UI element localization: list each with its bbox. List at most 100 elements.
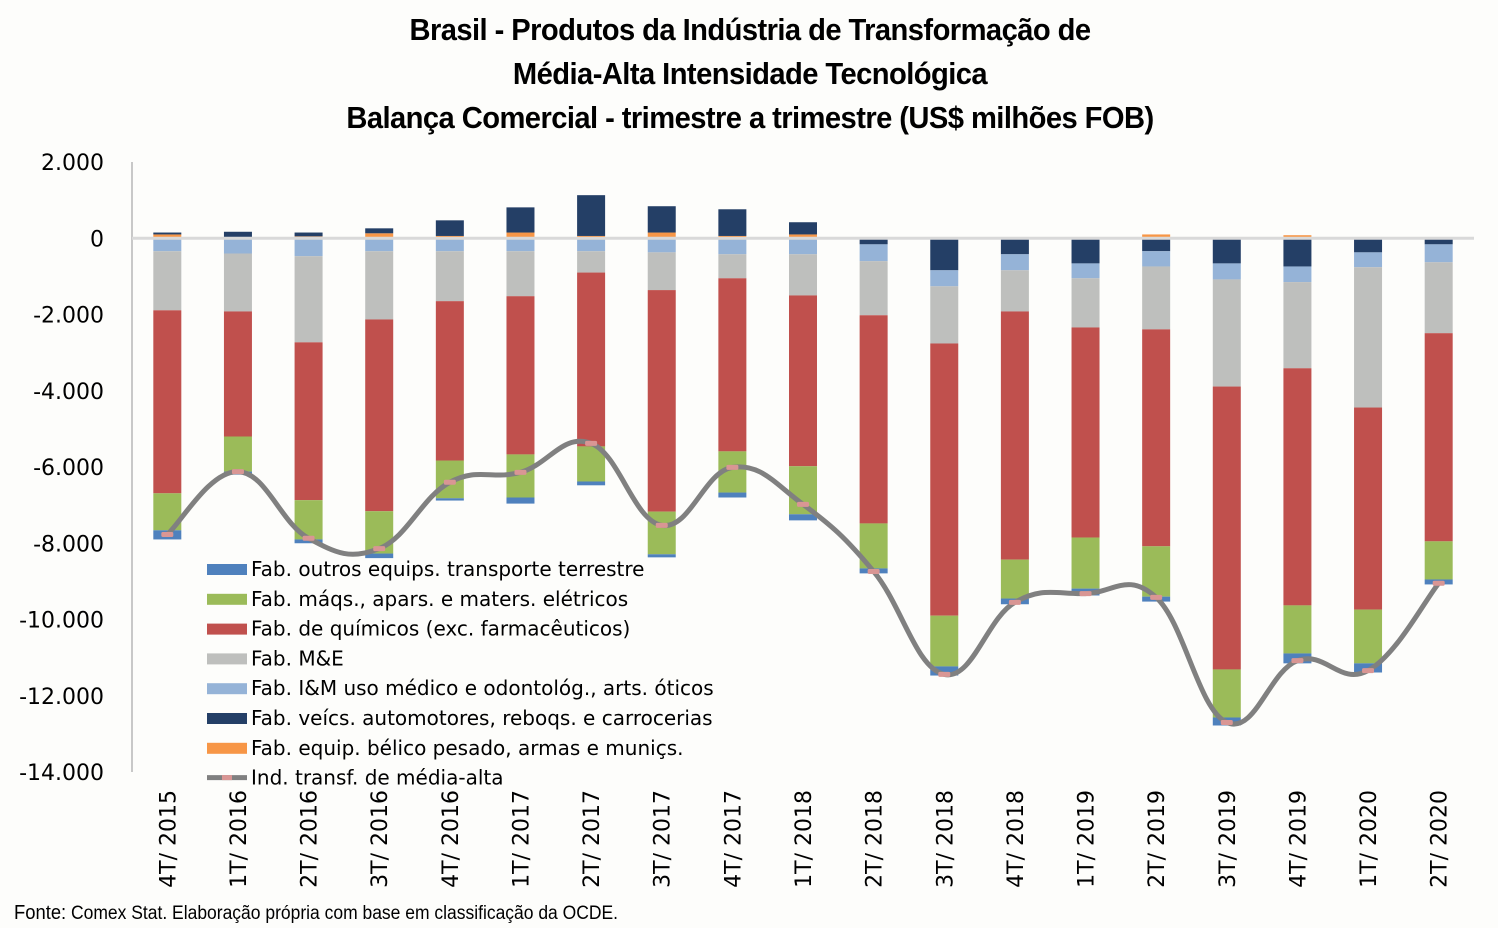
bar-segment (789, 254, 817, 296)
bar-stack-2T-2020 (1424, 237, 1453, 585)
legend-label: Fab. de químicos (exc. farmacêuticos) (251, 617, 630, 641)
y-tick-label: -12.000 (19, 685, 104, 710)
bar-segment (1424, 238, 1453, 245)
legend-swatch (207, 653, 247, 665)
y-tick-label: -4.000 (33, 380, 104, 405)
bar-segment (577, 272, 606, 447)
legend-item: Fab. máqs., apars. e maters. elétricos (207, 587, 628, 611)
bar-segment (859, 315, 888, 524)
line-marker (443, 479, 456, 485)
bar-segment (647, 554, 676, 558)
bar-segment (789, 238, 817, 255)
bar-segment (577, 238, 606, 252)
bar-stack-4T-2015 (153, 232, 182, 540)
bar-segment (1354, 238, 1383, 253)
bar-stack-4T-2017 (718, 209, 747, 498)
bar-segment (294, 342, 323, 501)
x-tick-label: 4T/ 2019 (1286, 790, 1311, 888)
bar-stack-3T-2018 (930, 238, 959, 676)
x-tick-label: 1T/ 2016 (227, 790, 252, 888)
bar-segment (1283, 282, 1312, 369)
bar-segment (365, 251, 394, 320)
bar-segment (647, 252, 676, 291)
bar-segment (1424, 333, 1453, 542)
bar-segment (1212, 263, 1241, 280)
legend-item: Ind. transf. de média-alta (207, 766, 503, 790)
bar-segment (718, 254, 747, 279)
bar-segment (1000, 270, 1029, 312)
legend-swatch (207, 683, 247, 695)
bar-segment (577, 251, 606, 273)
bar-segment (1071, 238, 1100, 264)
bar-segment (930, 343, 959, 616)
legend-item: Fab. M&E (207, 646, 344, 670)
legend-swatch (207, 742, 247, 754)
bar-segment (859, 238, 888, 245)
x-tick-label: 1T/ 2019 (1075, 790, 1100, 888)
bar-segment (294, 539, 323, 544)
bar-segment (1142, 329, 1171, 547)
bar-stack-1T-2016 (223, 231, 252, 475)
bar-segment (1071, 263, 1100, 279)
bar-segment (789, 222, 817, 235)
x-tick-label: 2T/ 2020 (1428, 790, 1453, 888)
bar-segment (930, 286, 959, 344)
bar-segment (153, 251, 182, 311)
y-tick-label: -2.000 (33, 304, 104, 329)
line-marker (867, 568, 880, 574)
bar-segment (1424, 541, 1453, 580)
bar-segment (506, 238, 535, 252)
line-layer (161, 438, 1445, 727)
y-tick-label: 2.000 (41, 151, 104, 176)
source-note: Fonte: Comex Stat. Elaboração própria co… (14, 902, 618, 925)
legend: Fab. outros equips. transporte terrestre… (207, 557, 714, 790)
bar-segment (153, 310, 182, 494)
bar-segment (435, 251, 464, 302)
source-text: Comex Stat. Elaboração própria com base … (66, 903, 619, 924)
bar-segment (1000, 559, 1029, 599)
legend-swatch (207, 623, 247, 635)
bar-stack-4T-2018 (1000, 237, 1029, 605)
bar-segment (1212, 386, 1241, 670)
bar-segment (294, 256, 323, 343)
bar-segment (577, 195, 606, 236)
line-marker (797, 501, 809, 507)
bar-segment (1354, 252, 1383, 268)
bar-stack-3T-2017 (647, 206, 676, 558)
bar-segment (1424, 244, 1453, 263)
bar-segment (930, 238, 959, 271)
bar-segment (365, 319, 394, 512)
bar-segment (435, 220, 464, 236)
y-tick-label: -14.000 (19, 761, 104, 786)
bar-segment (1283, 368, 1312, 606)
legend-label: Fab. M&E (251, 646, 344, 670)
y-tick-label: -8.000 (33, 532, 104, 557)
bar-segment (1283, 238, 1312, 267)
legend-label: Ind. transf. de média-alta (251, 766, 503, 790)
x-axis-ticks: 4T/ 2015 1T/ 2016 2T/ 2016 3T/ 2016 4T/ 2016… (156, 790, 1452, 888)
bar-segment (1071, 327, 1100, 538)
source-lead: Fonte: (14, 902, 67, 924)
bar-segment (1354, 609, 1383, 664)
bar-segment (435, 238, 464, 252)
bar-segment (506, 497, 535, 504)
line-marker (938, 671, 951, 677)
x-tick-label: 3T/ 2017 (651, 790, 676, 888)
bar-segment (647, 290, 676, 512)
x-tick-label: 4T/ 2018 (1004, 790, 1029, 888)
bar-segment (647, 238, 676, 253)
bar-segment (294, 232, 323, 237)
x-tick-label: 2T/ 2017 (580, 790, 605, 888)
bar-stack-1T-2018 (789, 222, 817, 521)
legend-item: Fab. equip. bélico pesado, armas e muniç… (207, 736, 683, 760)
x-tick-label: 1T/ 2020 (1357, 790, 1382, 888)
bar-segment (789, 234, 817, 239)
legend-label: Fab. equip. bélico pesado, armas e muniç… (251, 736, 683, 760)
bar-segment (1212, 238, 1241, 264)
bar-segment (930, 270, 959, 287)
bar-segment (435, 498, 464, 501)
bar-segment (1424, 262, 1453, 334)
bar-segment (1283, 235, 1312, 239)
y-tick-label: 0 (90, 227, 104, 252)
